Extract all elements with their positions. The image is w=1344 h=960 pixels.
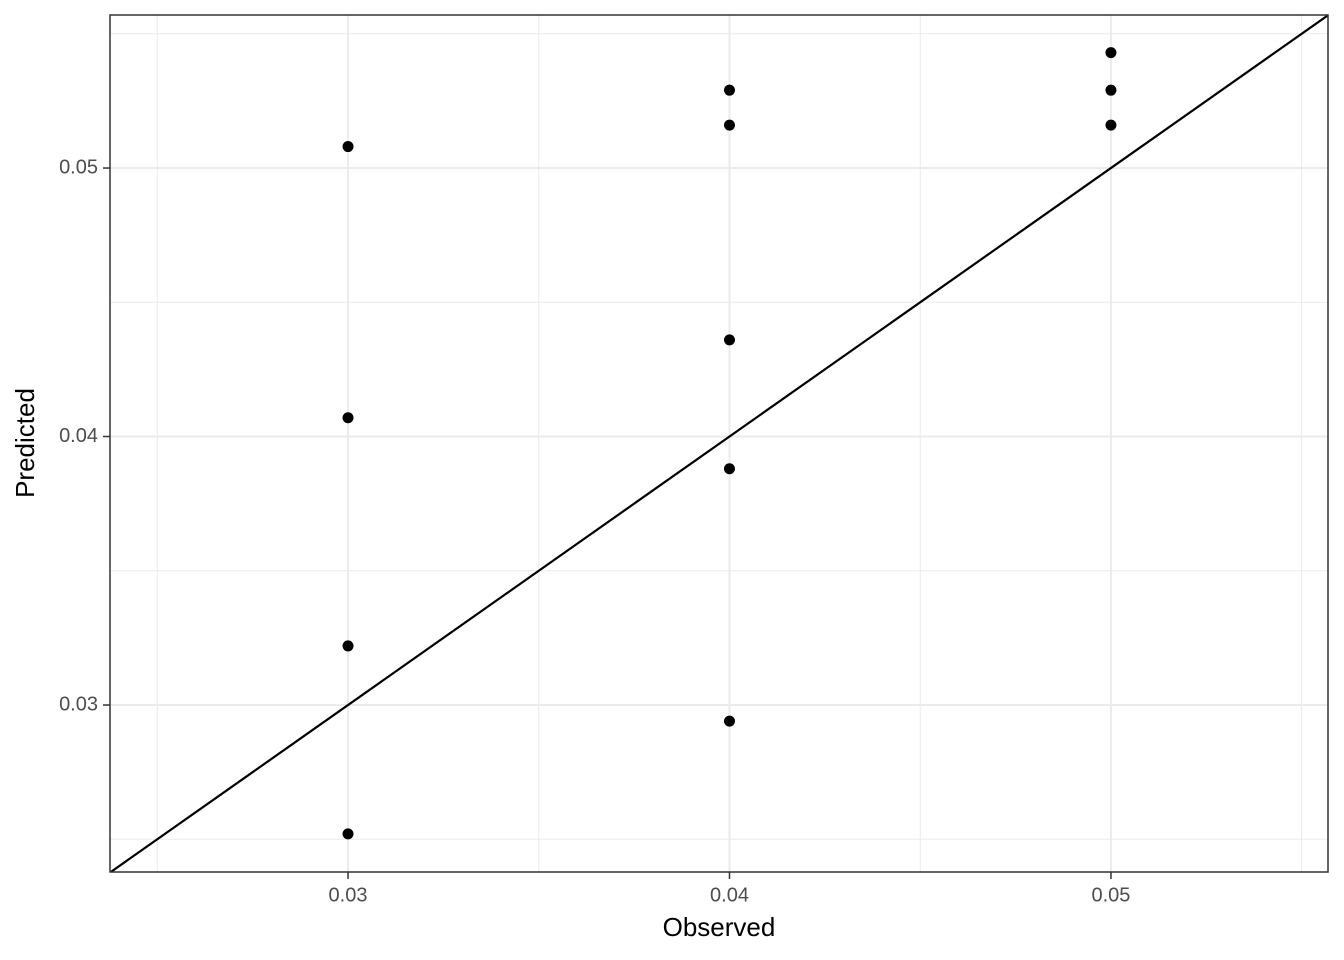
x-tick-label: 0.05: [1091, 884, 1130, 906]
point: [1105, 84, 1117, 96]
y-axis-title: Predicted: [10, 388, 40, 498]
point: [723, 715, 735, 727]
point: [342, 640, 354, 652]
panel-border: [109, 14, 1329, 873]
point: [342, 828, 354, 840]
y-tick-label: 0.03: [59, 693, 98, 715]
x-tick-label: 0.03: [329, 884, 368, 906]
x-tick-label: 0.04: [710, 884, 749, 906]
y-tick-label: 0.04: [59, 425, 98, 447]
identity-line: [110, 15, 1328, 872]
x-axis-title: Observed: [663, 912, 776, 942]
point: [723, 119, 735, 131]
point: [1105, 47, 1117, 59]
marks: [110, 15, 1328, 872]
point: [723, 463, 735, 475]
grid: [110, 15, 1328, 872]
y-tick-label: 0.05: [59, 156, 98, 178]
point: [723, 334, 735, 346]
point: [1105, 119, 1117, 131]
point: [723, 84, 735, 96]
point: [342, 141, 354, 153]
point: [342, 412, 354, 424]
